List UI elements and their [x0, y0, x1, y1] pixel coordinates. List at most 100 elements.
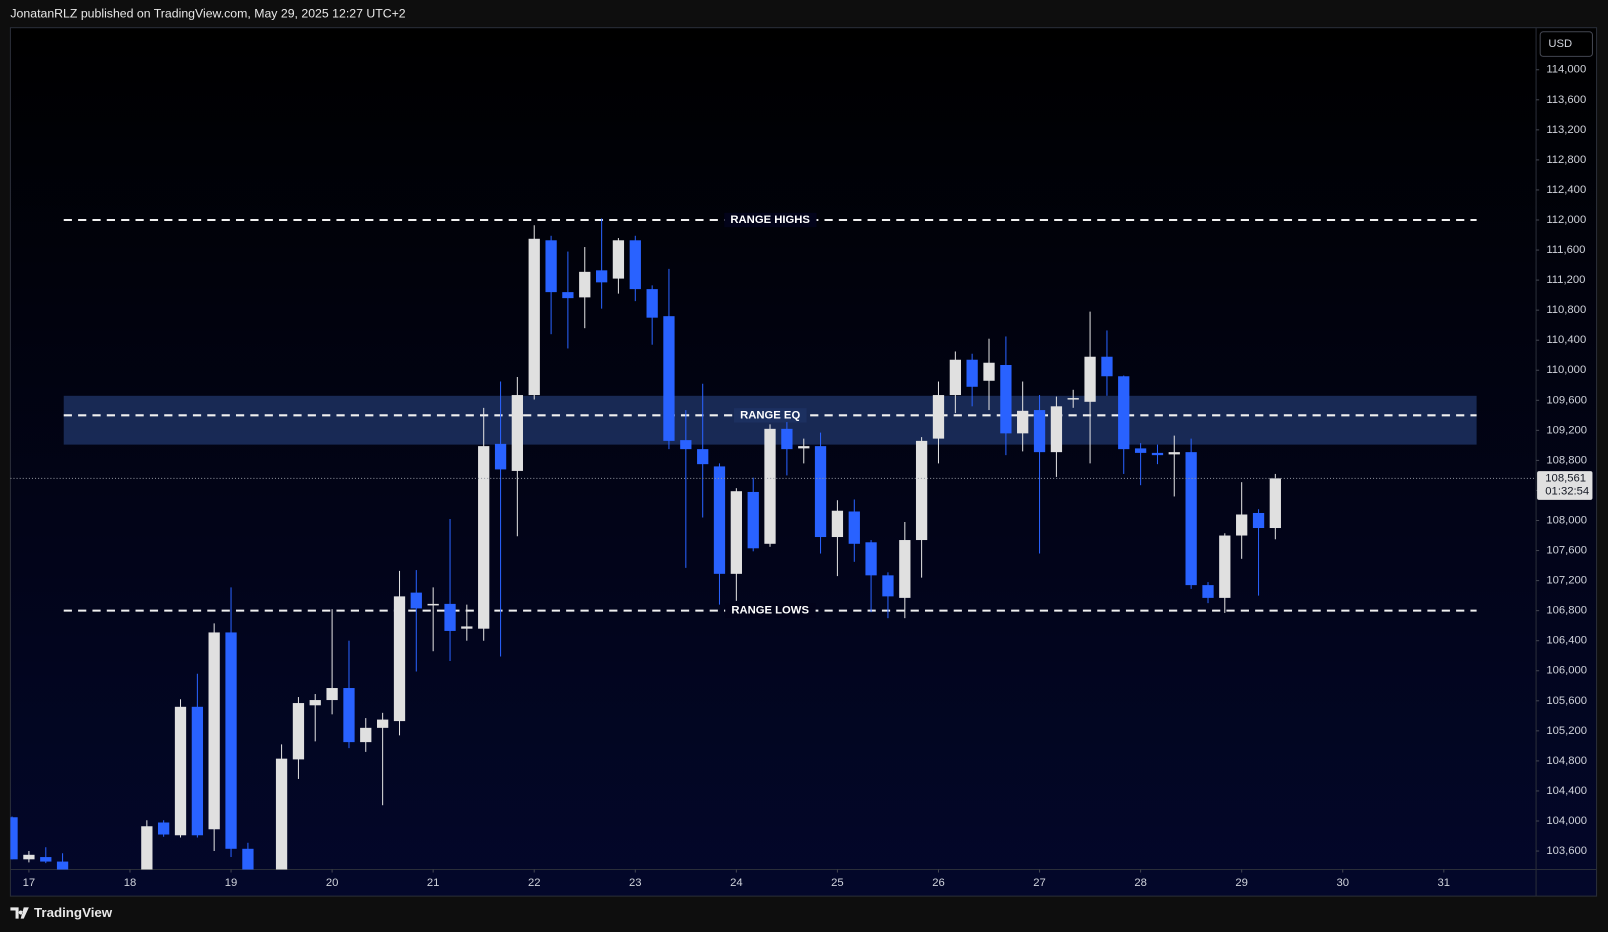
x-tick-label: 24	[730, 877, 743, 889]
x-tick-label: 21	[427, 877, 440, 889]
candle-body	[697, 449, 709, 465]
candle-body	[798, 446, 810, 449]
y-tick-label: 112,800	[1546, 154, 1586, 166]
y-tick-label: 106,000	[1546, 665, 1587, 677]
x-tick-label: 20	[326, 877, 339, 889]
candle-body	[174, 706, 187, 836]
y-tick-label: 103,600	[1546, 845, 1587, 857]
candle-body	[376, 719, 389, 728]
candle-body	[831, 510, 844, 538]
candle-body	[629, 240, 641, 290]
candle-body	[393, 596, 406, 722]
candle-body	[343, 688, 355, 743]
candle-body	[1185, 452, 1197, 586]
candle-body	[444, 603, 456, 631]
candle-body	[983, 362, 995, 381]
y-tick-label: 109,600	[1546, 394, 1587, 406]
y-tick-label: 112,400	[1546, 184, 1586, 196]
candle-body	[427, 603, 439, 606]
y-tick-label: 104,400	[1546, 785, 1587, 797]
annotation-label-bg	[724, 212, 817, 228]
candle-body	[865, 542, 877, 576]
x-tick-label: 31	[1438, 877, 1451, 889]
candle-body	[814, 446, 827, 538]
candle-body	[1236, 514, 1248, 536]
candle-body	[1118, 376, 1130, 450]
candle-body	[461, 626, 473, 629]
candle-body	[595, 270, 608, 283]
candle-body	[208, 632, 220, 830]
candle-body	[612, 240, 625, 279]
y-tick-label: 111,600	[1546, 244, 1585, 256]
candle-body	[713, 466, 726, 574]
candle-body	[309, 700, 321, 706]
y-tick-label: 104,800	[1546, 755, 1587, 767]
candle-body	[242, 848, 254, 870]
publisher-line: JonatanRLZ published on TradingView.com,…	[10, 7, 405, 21]
candle-body	[663, 316, 675, 441]
x-tick-label: 18	[124, 877, 137, 889]
footer-brand: TradingView	[34, 905, 113, 920]
candle-body	[1050, 406, 1063, 453]
currency-label: USD	[1548, 38, 1572, 50]
x-tick-label: 17	[23, 877, 36, 889]
candle-body	[680, 440, 692, 450]
candle-body	[562, 292, 574, 299]
candle-body	[579, 271, 591, 298]
candle-body	[1033, 410, 1046, 453]
y-tick-label: 114,000	[1546, 64, 1586, 76]
candle-body	[915, 440, 928, 541]
y-tick-label: 105,600	[1546, 695, 1587, 707]
candle-body	[225, 632, 237, 849]
candle-body	[949, 359, 961, 396]
candle-body	[360, 727, 372, 743]
candle-body	[1168, 452, 1180, 455]
x-tick-label: 25	[831, 877, 844, 889]
y-tick-label: 110,800	[1546, 304, 1586, 316]
candle-body	[1252, 512, 1265, 529]
candle-body	[1202, 585, 1214, 598]
candle-body	[326, 688, 338, 701]
candle-body	[966, 359, 978, 387]
y-tick-label: 106,400	[1546, 635, 1587, 647]
currency-box[interactable]	[1539, 31, 1593, 57]
annotation-label-bg	[733, 408, 807, 423]
candle-body	[157, 822, 170, 835]
logo-icon	[10, 907, 29, 919]
x-tick-label: 26	[932, 877, 945, 889]
x-tick-label: 29	[1235, 877, 1248, 889]
candle-body	[1134, 448, 1147, 453]
y-tick-label: 106,800	[1546, 605, 1587, 617]
candle-body	[40, 857, 52, 862]
candle-body	[191, 706, 204, 836]
candle-body	[899, 540, 911, 598]
last-price-label: 108,561	[1545, 472, 1586, 484]
candle-body	[1000, 364, 1012, 434]
candle-body	[141, 826, 153, 870]
axes: 103,600 104,000 104,400 104,800 105,200 105,6…	[23, 64, 1593, 889]
candle-body	[1269, 478, 1281, 529]
candle-body	[56, 861, 69, 870]
last-price-box	[1537, 471, 1593, 500]
y-tick-label: 109,200	[1546, 424, 1587, 436]
candle-body	[410, 592, 422, 609]
candle-body	[882, 575, 894, 597]
annotation-label-bg	[725, 603, 816, 618]
x-tick-label: 28	[1134, 877, 1147, 889]
candle-body	[292, 703, 305, 760]
x-tick-label: 23	[629, 877, 642, 889]
candle-body	[23, 854, 35, 860]
y-tick-label: 110,000	[1546, 364, 1586, 376]
annotation-label: RANGE EQ	[740, 409, 800, 421]
candle-body	[494, 443, 507, 470]
y-tick-label: 113,200	[1546, 124, 1586, 136]
x-tick-label: 19	[225, 877, 238, 889]
candle-body	[1151, 452, 1164, 456]
candle-body	[528, 238, 540, 396]
candle-body	[1084, 356, 1096, 402]
y-tick-label: 108,000	[1546, 514, 1587, 526]
y-tick-label: 113,600	[1546, 94, 1586, 106]
plot-area: RANGE HIGHS RANGE EQ RANGE LOWS	[10, 212, 1537, 870]
